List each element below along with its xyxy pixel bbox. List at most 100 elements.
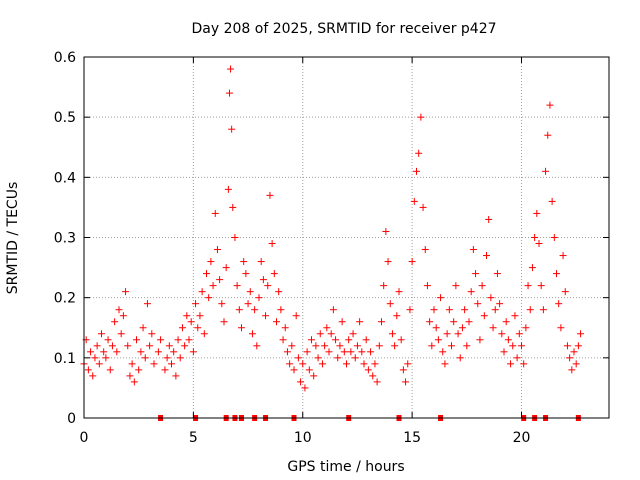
data-point — [572, 360, 580, 368]
data-point — [141, 354, 149, 362]
data-point — [168, 360, 175, 368]
data-point — [489, 324, 497, 332]
data-point — [340, 348, 348, 356]
data-point — [395, 288, 403, 296]
axis-ticks: 0 0.1 0.2 0.3 0.4 0.5 0.6 0 5 10 15 20 — [54, 50, 609, 446]
data-point — [290, 366, 298, 374]
data-point — [133, 336, 140, 344]
data-point — [493, 270, 501, 278]
data-point — [150, 360, 158, 368]
data-point — [410, 197, 418, 205]
data-point — [325, 348, 333, 356]
data-point — [130, 378, 138, 386]
data-point — [185, 336, 193, 344]
data-point — [165, 342, 173, 350]
data-point — [491, 306, 499, 314]
y-tick-label: 0.1 — [54, 351, 76, 367]
data-point — [345, 336, 353, 344]
data-point — [441, 360, 449, 368]
data-point — [84, 366, 92, 374]
data-point — [461, 306, 469, 314]
data-point — [413, 167, 420, 175]
data-point — [522, 324, 530, 332]
data-point — [135, 366, 143, 374]
data-point — [170, 348, 178, 356]
data-point — [277, 306, 285, 314]
data-point — [183, 312, 191, 320]
data-point — [220, 318, 228, 326]
data-point — [115, 306, 123, 314]
data-point — [483, 252, 490, 260]
data-point — [391, 342, 399, 350]
data-point — [334, 354, 342, 362]
data-point — [570, 348, 578, 356]
data-point — [515, 330, 523, 338]
data-point — [467, 288, 475, 296]
data-point — [257, 258, 265, 266]
data-point — [469, 246, 477, 254]
data-point — [275, 288, 283, 296]
data-point — [268, 240, 276, 248]
data-point — [542, 167, 550, 175]
data-point — [463, 342, 471, 350]
data-point — [222, 264, 230, 272]
data-point — [369, 372, 377, 380]
data-point — [535, 240, 543, 248]
data-point — [537, 282, 545, 290]
data-point — [367, 348, 375, 356]
data-point — [373, 378, 381, 386]
data-point — [480, 312, 488, 320]
data-point — [240, 258, 248, 266]
data-points — [80, 65, 585, 392]
data-point — [299, 360, 307, 368]
data-point — [283, 348, 291, 356]
data-point — [526, 306, 534, 314]
data-point — [297, 378, 305, 386]
data-point — [242, 270, 250, 278]
data-point — [262, 312, 270, 320]
data-point — [225, 89, 233, 97]
data-point — [496, 300, 504, 308]
data-point — [452, 282, 460, 290]
data-point — [163, 354, 171, 362]
data-point — [273, 318, 280, 326]
data-point — [548, 197, 556, 205]
data-point — [544, 131, 552, 139]
data-point — [557, 324, 565, 332]
data-point — [456, 354, 464, 362]
data-point — [362, 336, 370, 344]
data-point — [126, 372, 134, 380]
data-point — [303, 348, 311, 356]
data-point — [399, 366, 407, 374]
data-point — [172, 372, 180, 380]
data-point — [270, 270, 278, 278]
data-point — [393, 312, 401, 320]
x-tick-label: 0 — [80, 430, 89, 446]
data-point — [513, 354, 521, 362]
grid — [84, 57, 609, 418]
data-point — [404, 360, 412, 368]
data-point — [502, 318, 510, 326]
data-point — [559, 252, 567, 260]
data-point — [111, 318, 119, 326]
data-point — [474, 300, 482, 308]
data-point — [181, 342, 189, 350]
data-point — [419, 203, 427, 211]
data-point — [187, 318, 195, 326]
data-point — [428, 342, 436, 350]
data-point — [106, 366, 114, 374]
y-tick-label: 0 — [67, 411, 76, 427]
data-point — [524, 282, 532, 290]
data-point — [351, 354, 359, 362]
data-point — [566, 354, 574, 362]
data-point — [192, 300, 200, 308]
data-point — [507, 360, 515, 368]
y-tick-label: 0.4 — [54, 170, 76, 186]
data-point — [476, 336, 484, 344]
data-point — [347, 348, 355, 356]
data-point — [448, 342, 455, 350]
data-point — [124, 342, 132, 350]
data-point — [213, 246, 221, 254]
data-point — [209, 282, 217, 290]
data-point — [246, 288, 254, 296]
